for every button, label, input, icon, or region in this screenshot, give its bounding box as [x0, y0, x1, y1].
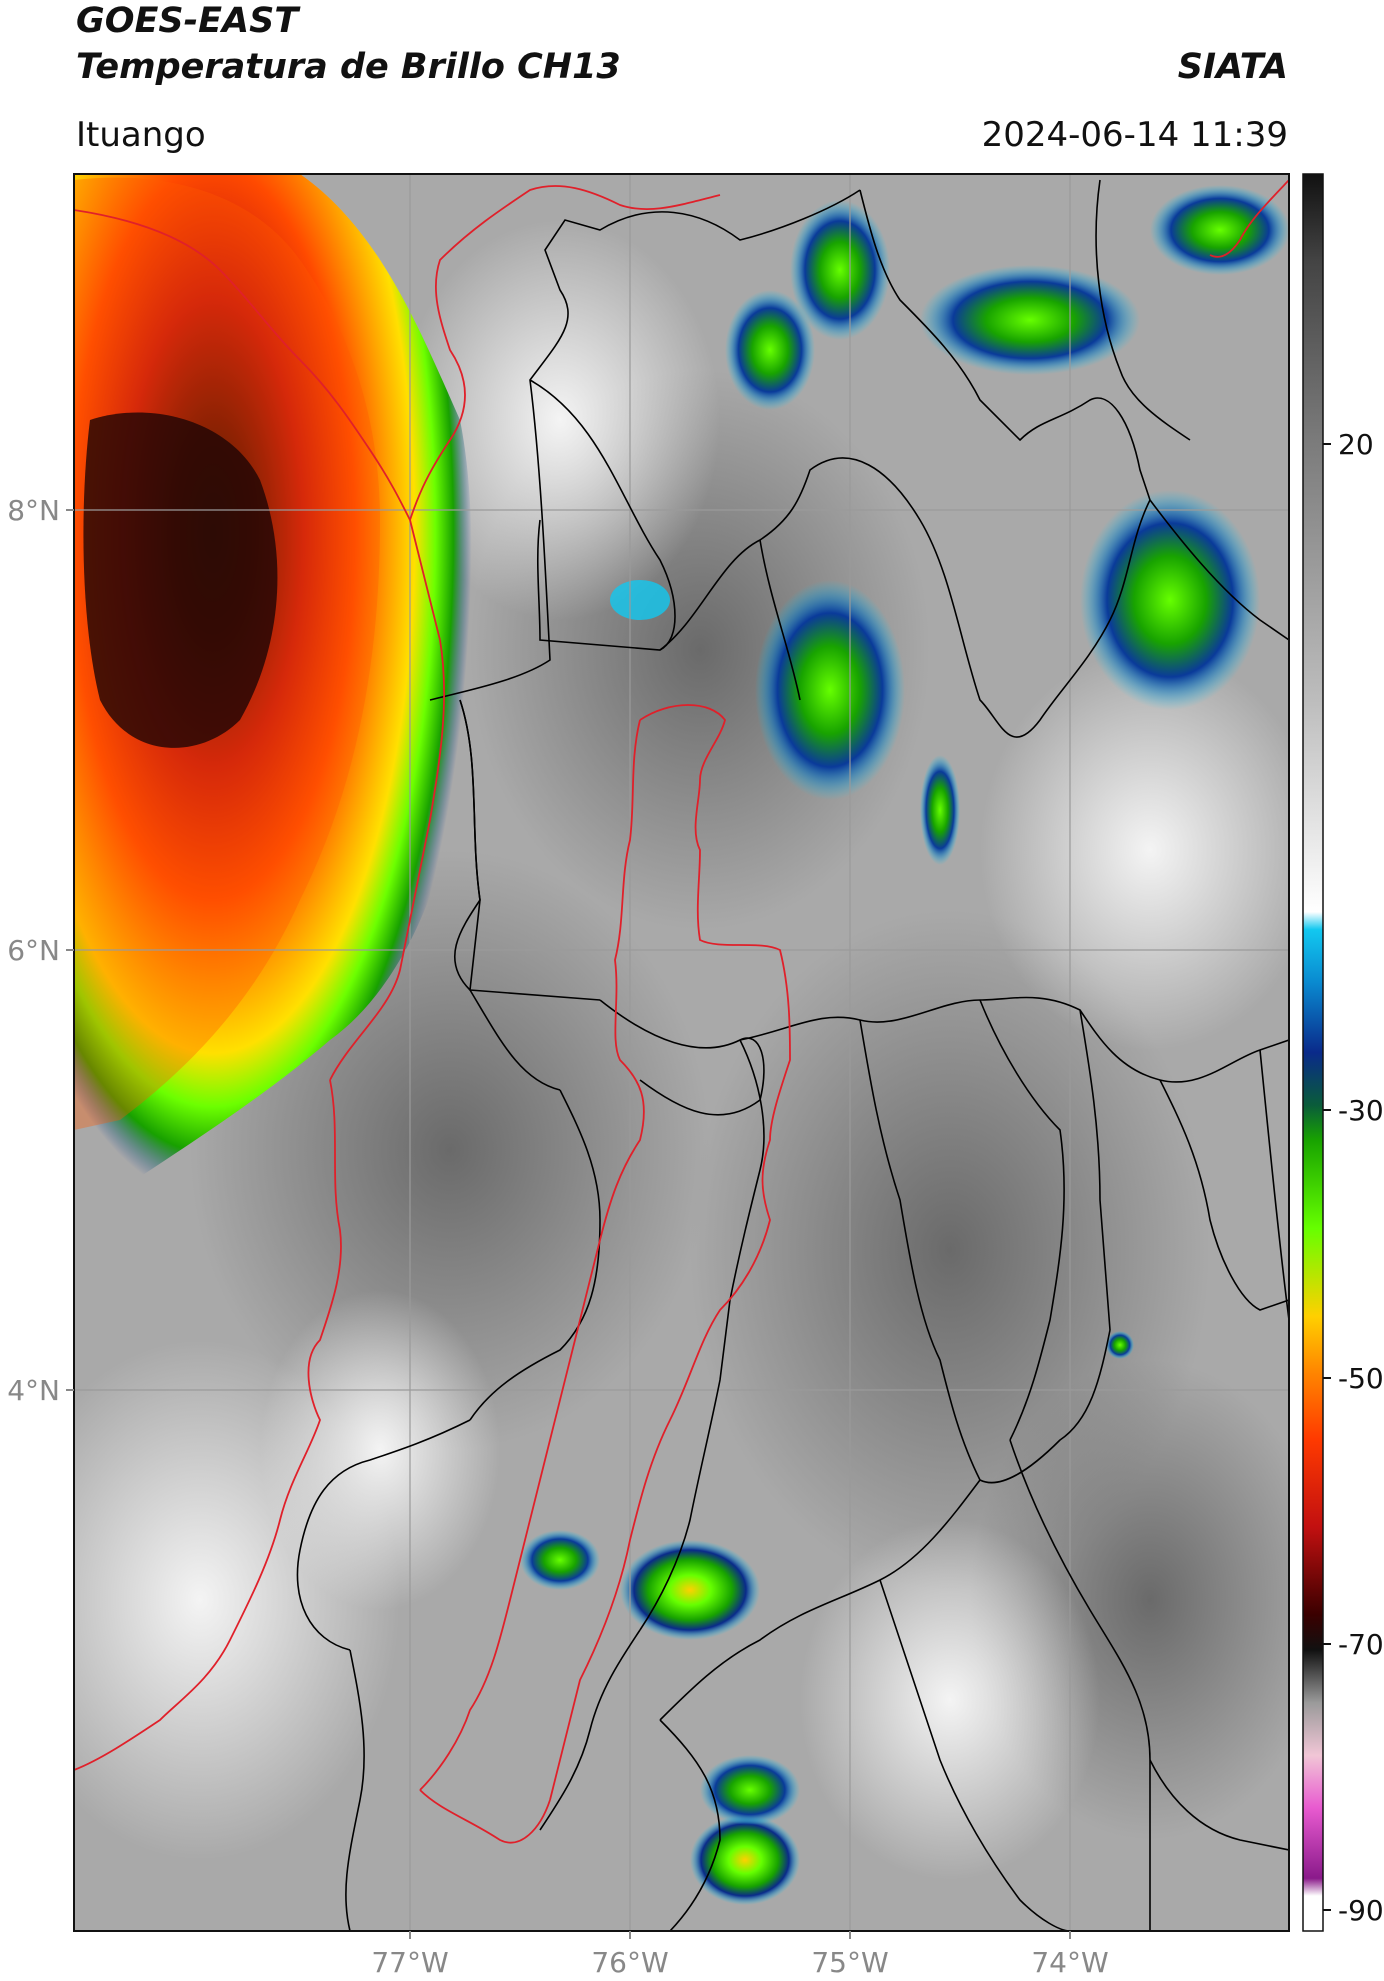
- colorbar-tick-label: 20: [1338, 428, 1374, 461]
- lat-tick-label: 6°N: [7, 934, 60, 967]
- colorbar-tick-label: -90: [1338, 1894, 1384, 1927]
- lon-tick-label: 77°W: [371, 1946, 448, 1979]
- lon-tick-label: 74°W: [1031, 1946, 1108, 1979]
- lon-tick-label: 75°W: [811, 1946, 888, 1979]
- colorbar-tick-label: -50: [1338, 1362, 1384, 1395]
- location-label: Ituango: [76, 115, 206, 155]
- map-panel: [74, 174, 1289, 1931]
- satellite-title: GOES-EAST: [76, 1, 299, 41]
- map-frame: [73, 173, 1290, 1932]
- axis-ticks: [66, 509, 1071, 1939]
- colorbar: 20 -30 -50 -70 -90: [1302, 173, 1384, 1932]
- lat-tick-label: 4°N: [7, 1374, 60, 1407]
- country-borders: [74, 179, 1289, 1844]
- agency-label: SIATA: [1177, 47, 1288, 87]
- colorbar-tick-label: -70: [1338, 1628, 1384, 1661]
- colorbar-scale: [1302, 173, 1324, 1932]
- product-title: Temperatura de Brillo CH13: [76, 47, 621, 87]
- region-borders: [296, 179, 1289, 1931]
- lon-tick-label: 76°W: [591, 1946, 668, 1979]
- colorbar-tick-label: -30: [1338, 1094, 1384, 1127]
- lat-tick-label: 8°N: [7, 494, 60, 527]
- datetime-label: 2024-06-14 11:39: [981, 115, 1288, 155]
